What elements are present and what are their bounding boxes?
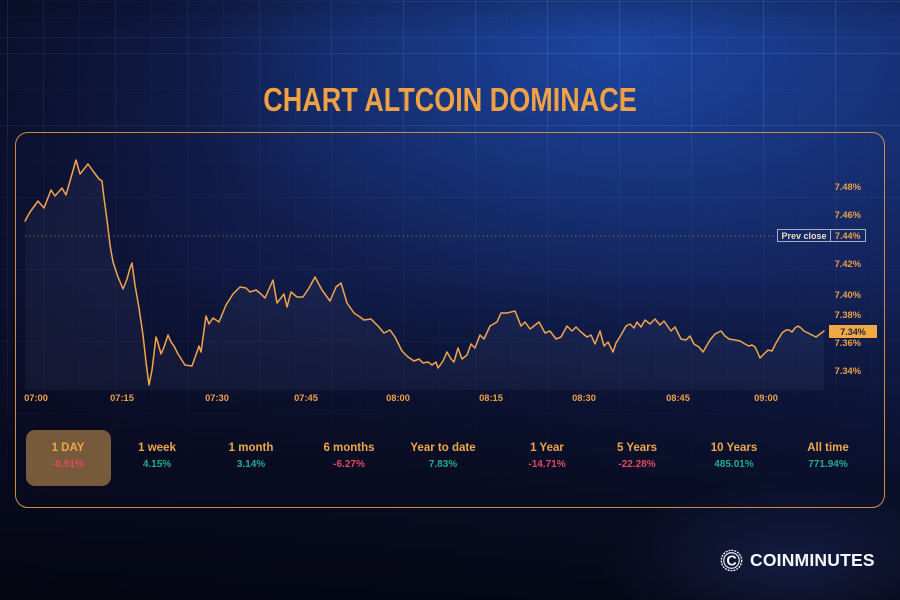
svg-text:C: C	[726, 554, 736, 570]
